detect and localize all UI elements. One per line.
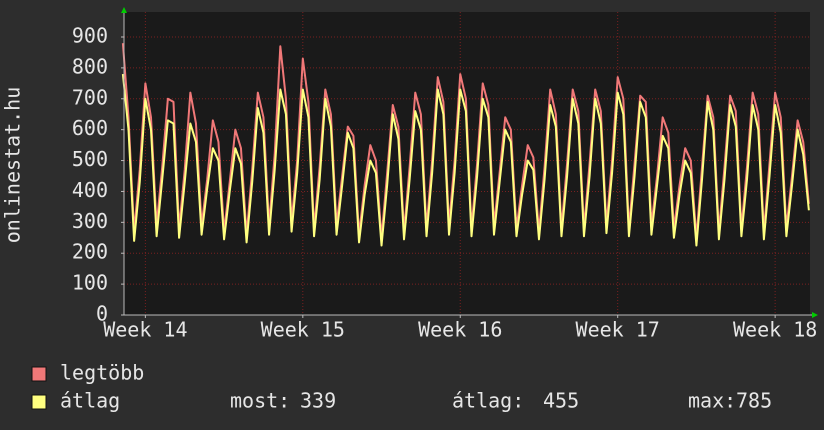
y-tick-label: 0: [96, 302, 108, 326]
y-tick-label: 300: [72, 209, 108, 233]
series-line: [121, 73, 810, 247]
x-tick-label: Week 17: [576, 318, 660, 342]
y-tick-label: 200: [72, 240, 108, 264]
legend-label: legtöbb: [60, 361, 144, 385]
y-tick-label: 100: [72, 271, 108, 295]
x-axis-arrow: [812, 312, 818, 318]
y-axis-label: onlinestat.hu: [1, 87, 25, 244]
legend-label: átlag: [60, 389, 120, 413]
summary-label: max:: [688, 389, 736, 413]
legend-swatch: [31, 394, 47, 410]
plot-area: [124, 12, 810, 315]
summary-value: 339: [300, 389, 336, 413]
y-axis-arrow: [121, 7, 127, 13]
y-tick-label: 600: [72, 116, 108, 140]
y-tick-label: 700: [72, 85, 108, 109]
x-tick-label: Week 15: [261, 318, 345, 342]
summary-value: 455: [543, 389, 579, 413]
y-tick-label: 500: [72, 147, 108, 171]
x-tick-label: Week 18: [733, 318, 817, 342]
summary-label: most:: [230, 389, 290, 413]
x-tick-label: Week 14: [103, 318, 187, 342]
y-tick-label: 800: [72, 54, 108, 78]
y-tick-label: 400: [72, 178, 108, 202]
legend-swatch: [31, 366, 47, 382]
x-tick-label: Week 16: [418, 318, 502, 342]
summary-value: 785: [736, 389, 772, 413]
y-tick-label: 900: [72, 24, 108, 48]
summary-label: átlag:: [452, 389, 524, 413]
